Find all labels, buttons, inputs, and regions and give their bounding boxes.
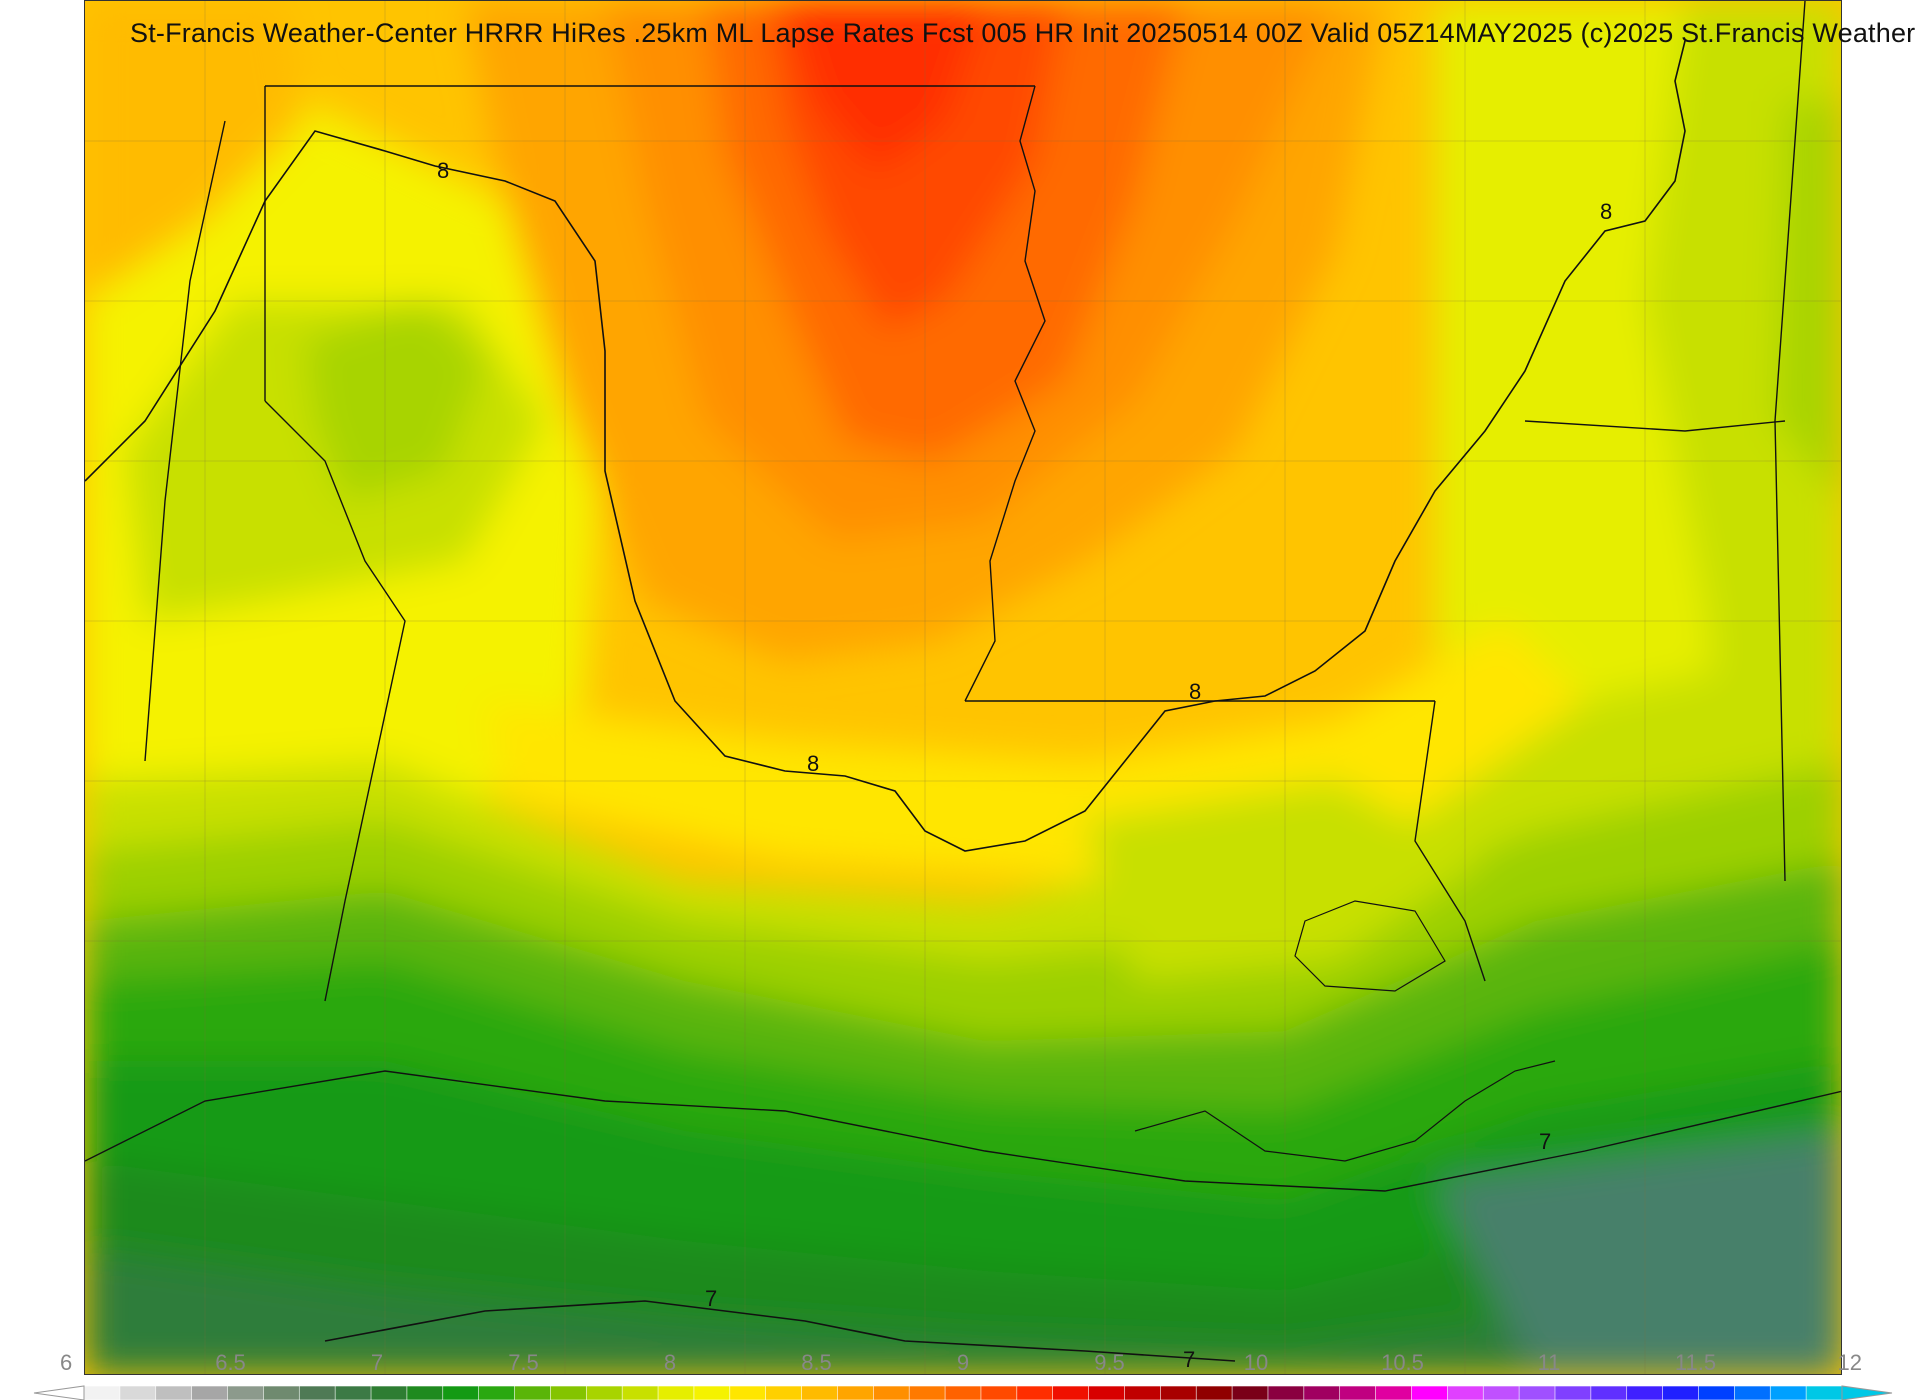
colorbar-swatch [1554, 1385, 1592, 1400]
colorbar-swatch [1160, 1385, 1198, 1400]
colorbar-swatch [1016, 1385, 1054, 1400]
map-title: St-Francis Weather-Center HRRR HiRes .25… [130, 18, 1916, 48]
colorbar-swatch [334, 1385, 372, 1400]
contour-label-8: 8 [1189, 679, 1201, 704]
colorbar-swatch [1447, 1385, 1485, 1400]
colorbar-swatch [1339, 1385, 1377, 1400]
colorbar-swatch [514, 1385, 552, 1400]
colorbar-min-arrow [33, 1385, 85, 1400]
colorbar-swatch [1303, 1385, 1341, 1400]
colorbar-swatch [191, 1385, 229, 1400]
colorbar-tick-label: 9.5 [1094, 1350, 1125, 1375]
colorbar-swatch [908, 1385, 946, 1400]
colorbar-tick-label: 10.5 [1381, 1350, 1424, 1375]
contour-label-8: 8 [1600, 199, 1612, 224]
colorbar-swatch [406, 1385, 444, 1400]
colorbar-swatch [1124, 1385, 1162, 1400]
colorbar-swatch [657, 1385, 695, 1400]
colorbar-tick-labels: 6 6.5 7 7.5 8 8.5 9 9.5 10 10.5 11 11.5 12 [60, 1350, 1862, 1375]
colorbar-swatch [729, 1385, 767, 1400]
map-panel: 8 8 8 8 7 7 7 [84, 0, 1842, 1375]
colorbar-tick-label: 9 [957, 1350, 969, 1375]
colorbar-swatch [837, 1385, 875, 1400]
colorbar-swatch [980, 1385, 1018, 1400]
state-borders [85, 1, 1841, 1192]
colorbar-swatch [1088, 1385, 1126, 1400]
color-field-layers [85, 1, 1841, 1374]
contour-lines [85, 40, 1686, 1362]
colorbar-tick-label: 12 [1838, 1350, 1862, 1375]
colorbar-swatch [263, 1385, 301, 1400]
colorbar-swatch [1231, 1385, 1269, 1400]
colorbar-swatch [1482, 1385, 1520, 1400]
colorbar-swatch [1590, 1385, 1628, 1400]
colorbar-tick-label: 7 [371, 1350, 383, 1375]
contour-label-7: 7 [1183, 1347, 1195, 1372]
colorbar-swatch [585, 1385, 623, 1400]
colorbar-swatch [944, 1385, 982, 1400]
colorbar-swatch [478, 1385, 516, 1400]
colorbar-swatch [873, 1385, 910, 1400]
colorbar-swatch [298, 1385, 336, 1400]
colorbar-tick-label: 11.5 [1675, 1350, 1716, 1375]
contour-label-7: 7 [705, 1286, 717, 1311]
colorbar-swatch [1662, 1385, 1700, 1400]
colorbar-swatch [1052, 1385, 1090, 1400]
colorbar-swatch [1805, 1385, 1843, 1400]
colorbar-tick-label: 10 [1244, 1350, 1268, 1375]
lapse-rate-field: 8 8 8 8 7 7 7 [85, 1, 1841, 1374]
colorbar-swatch [550, 1385, 588, 1400]
colorbar-tick-label: 6 [60, 1350, 72, 1375]
colorbar-max-arrow [1841, 1385, 1893, 1400]
contour-label-7: 7 [1539, 1129, 1551, 1154]
colorbar-swatch [801, 1385, 839, 1400]
colorbar-swatch [621, 1385, 659, 1400]
colorbar-swatch [1267, 1385, 1305, 1400]
colorbar-swatch [83, 1385, 121, 1400]
colorbar-swatch [765, 1385, 803, 1400]
colorbar-swatch [1411, 1385, 1449, 1400]
colorbar-swatch [370, 1385, 408, 1400]
colorbar-swatch [227, 1385, 265, 1400]
colorbar-swatch [1626, 1385, 1664, 1400]
contour-label-8: 8 [437, 158, 449, 183]
colorbar-swatch [1375, 1385, 1413, 1400]
county-lines [85, 1, 1841, 1374]
contour-label-8: 8 [807, 751, 819, 776]
colorbar-swatch [1769, 1385, 1807, 1400]
colorbar-tick-label: 11 [1538, 1350, 1561, 1375]
colorbar-swatch [1734, 1385, 1772, 1400]
colorbar-tick-label: 7.5 [508, 1350, 539, 1375]
colorbar-swatch [119, 1385, 157, 1400]
colorbar-swatch [1698, 1385, 1736, 1400]
colorbar-swatch [693, 1385, 731, 1400]
colorbar-swatch [1195, 1385, 1233, 1400]
colorbar-tick-label: 6.5 [215, 1350, 246, 1375]
colorbar-swatch [442, 1385, 480, 1400]
colorbar-tick-label: 8 [664, 1350, 676, 1375]
colorbar-swatches [83, 1385, 1843, 1400]
colorbar-swatch [1518, 1385, 1556, 1400]
colorbar: 6 6.5 7 7.5 8 8.5 9 9.5 10 10.5 11 11.5 12 [33, 1350, 1893, 1400]
colorbar-tick-label: 8.5 [801, 1350, 832, 1375]
colorbar-swatch [155, 1385, 193, 1400]
